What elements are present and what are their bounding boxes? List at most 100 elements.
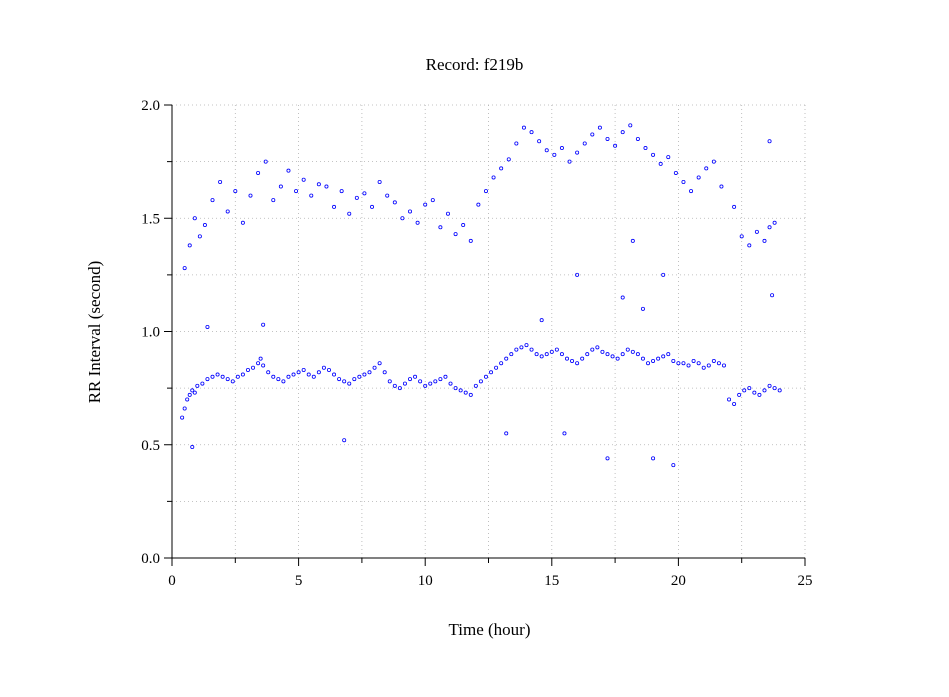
- data-point: [600, 349, 605, 354]
- data-point: [610, 354, 615, 359]
- data-point: [205, 324, 210, 329]
- data-point: [251, 365, 256, 370]
- data-point: [337, 377, 342, 382]
- data-point: [382, 370, 387, 375]
- data-point: [615, 356, 620, 361]
- data-point: [732, 401, 737, 406]
- x-tick-label: 0: [168, 573, 176, 589]
- data-point: [671, 358, 676, 363]
- data-point: [539, 318, 544, 323]
- data-point: [192, 390, 197, 395]
- x-tick-label: 20: [671, 573, 686, 589]
- data-point: [192, 216, 197, 221]
- data-point: [266, 370, 271, 375]
- data-point: [559, 352, 564, 357]
- data-point: [233, 189, 238, 194]
- data-point: [377, 180, 382, 185]
- data-point: [286, 168, 291, 173]
- data-point: [625, 347, 630, 352]
- data-point: [514, 347, 519, 352]
- data-point: [762, 388, 767, 393]
- data-point: [235, 374, 240, 379]
- grid-lines: [172, 104, 806, 558]
- data-point: [681, 361, 686, 366]
- data-point: [205, 377, 210, 382]
- data-point: [534, 352, 539, 357]
- data-point: [732, 204, 737, 209]
- data-point: [681, 180, 686, 185]
- data-point: [499, 361, 504, 366]
- data-point: [590, 347, 595, 352]
- data-point: [620, 295, 625, 300]
- data-point: [316, 370, 321, 375]
- data-point: [387, 379, 392, 384]
- data-point: [428, 381, 433, 386]
- data-point: [696, 361, 701, 366]
- data-point: [301, 368, 306, 373]
- data-point: [309, 193, 314, 198]
- data-point: [210, 198, 215, 203]
- data-point: [372, 365, 377, 370]
- data-point: [691, 358, 696, 363]
- data-point: [240, 220, 245, 225]
- data-point: [727, 397, 732, 402]
- data-point: [747, 386, 752, 391]
- data-point: [271, 198, 276, 203]
- data-point: [271, 374, 276, 379]
- data-point: [597, 125, 602, 130]
- data-point: [651, 152, 656, 157]
- data-point: [185, 397, 190, 402]
- data-point: [686, 363, 691, 368]
- data-point: [418, 379, 423, 384]
- data-point: [413, 374, 418, 379]
- data-point: [711, 159, 716, 164]
- data-point: [559, 146, 564, 151]
- data-point: [225, 377, 230, 382]
- data-point: [567, 159, 572, 164]
- data-point: [190, 388, 195, 393]
- x-tick-label: 15: [544, 573, 559, 589]
- data-point: [658, 161, 663, 166]
- x-axis-label: Time (hour): [448, 620, 531, 639]
- data-point: [519, 345, 524, 350]
- data-point: [321, 365, 326, 370]
- data-point: [635, 352, 640, 357]
- data-point: [316, 182, 321, 187]
- x-tick-label: 10: [418, 573, 433, 589]
- data-point: [772, 220, 777, 225]
- data-point: [651, 358, 656, 363]
- data-point: [210, 374, 215, 379]
- data-point: [772, 386, 777, 391]
- data-point: [521, 125, 526, 130]
- data-point: [433, 379, 438, 384]
- data-point: [408, 209, 413, 214]
- data-point: [256, 361, 261, 366]
- data-point: [218, 180, 223, 185]
- data-point: [742, 388, 747, 393]
- data-point: [453, 386, 458, 391]
- data-point: [504, 431, 509, 436]
- data-point: [499, 166, 504, 171]
- data-point: [605, 136, 610, 141]
- data-point: [767, 383, 772, 388]
- data-point: [575, 150, 580, 155]
- data-point: [544, 148, 549, 153]
- y-tick-label: 0.5: [141, 438, 160, 454]
- data-point: [635, 136, 640, 141]
- data-point: [666, 352, 671, 357]
- data-point: [423, 383, 428, 388]
- data-point: [347, 211, 352, 216]
- data-point: [230, 379, 235, 384]
- data-point: [575, 361, 580, 366]
- data-point: [195, 383, 200, 388]
- data-point: [367, 370, 372, 375]
- data-point: [537, 139, 542, 144]
- data-point: [478, 379, 483, 384]
- data-point: [605, 352, 610, 357]
- data-point: [296, 370, 301, 375]
- data-point: [701, 365, 706, 370]
- data-point: [385, 193, 390, 198]
- data-point: [461, 223, 466, 228]
- data-point: [673, 170, 678, 175]
